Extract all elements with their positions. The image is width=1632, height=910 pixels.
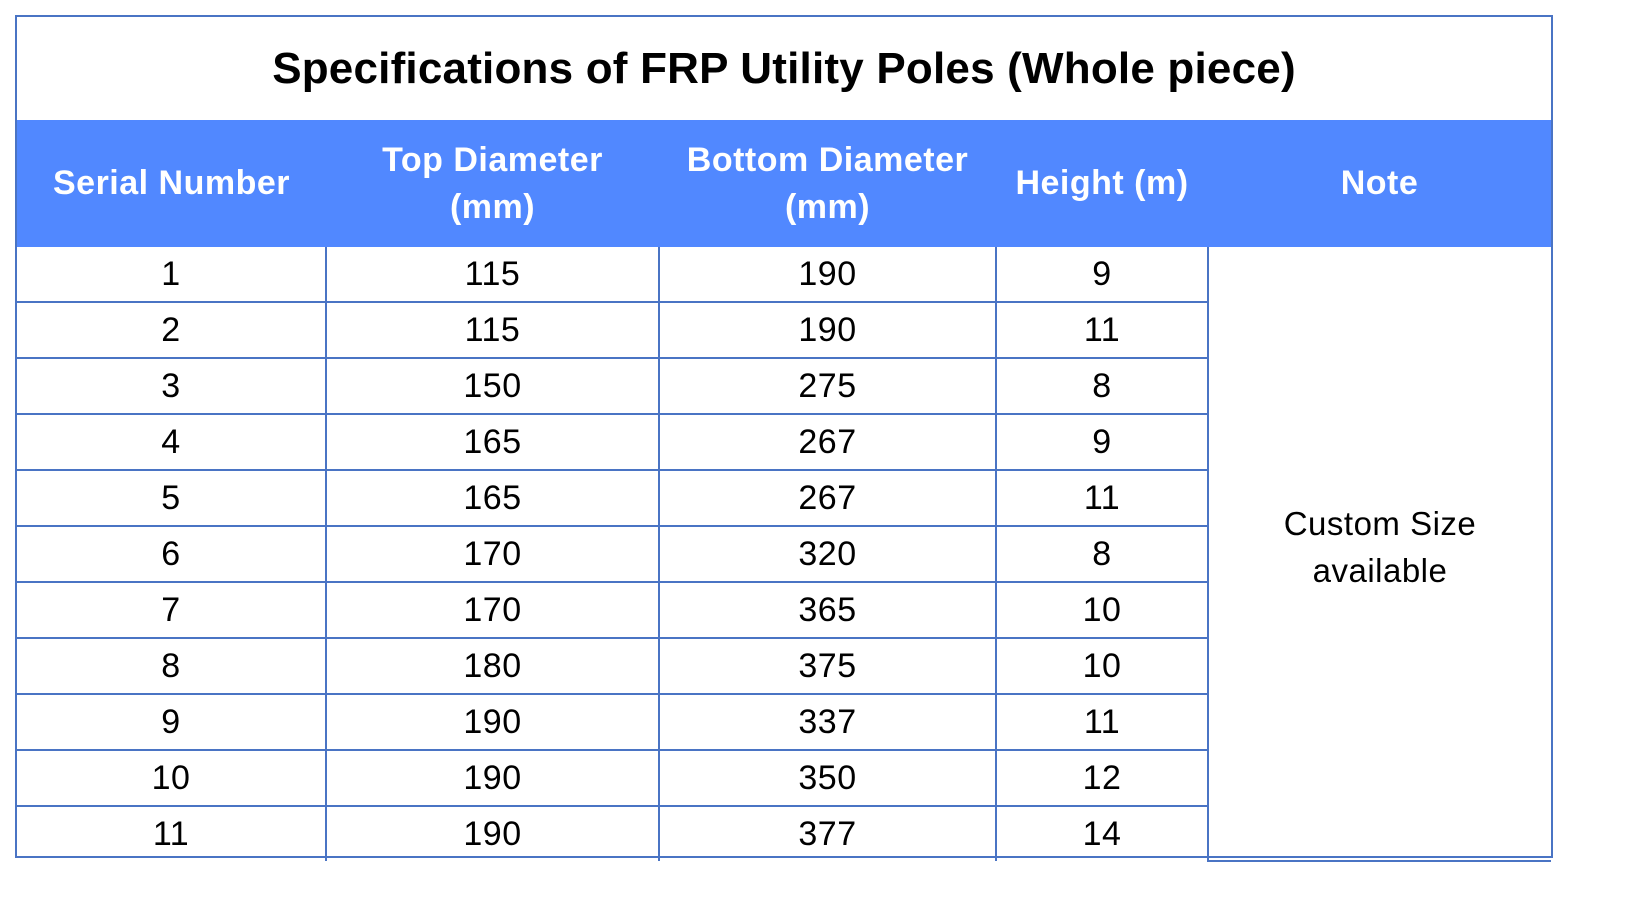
table-row: 1 115 190 9 Custom Size available [17,247,1551,862]
bottom-diameter-cell: 350 [658,749,997,807]
serial-number-cell: 11 [17,805,327,861]
height-cell: 10 [995,581,1208,639]
top-diameter-cell: 165 [325,413,660,471]
serial-number-cell: 4 [17,413,327,471]
bottom-diameter-cell: 377 [658,805,997,861]
note-line2: available [1312,551,1448,589]
height-cell: 8 [995,357,1208,415]
header-top-diameter: Top Diameter (mm) [326,120,659,247]
height-cell: 9 [995,247,1209,303]
height-cell: 11 [995,693,1208,751]
bottom-diameter-cell: 337 [658,693,997,751]
header-serial-label: Serial Number [52,164,291,202]
serial-number-cell: 1 [17,247,327,303]
top-diameter-cell: 115 [325,301,660,359]
table-row: 8 180 375 10 [17,637,1551,695]
header-note: Note [1208,120,1551,247]
bottom-diameter-cell: 365 [658,581,997,639]
table-row: 4 165 267 9 [17,413,1551,471]
bottom-diameter-cell: 190 [658,301,997,359]
table-row: 2 115 190 11 [17,301,1551,359]
spec-table-frame: Specifications of FRP Utility Poles (Who… [15,15,1553,862]
table-row: 3 150 275 8 [17,357,1551,415]
bottom-diameter-cell: 320 [658,525,997,583]
height-cell: 14 [995,805,1208,861]
bottom-diameter-cell: 267 [658,469,997,527]
header-bottom-diameter: Bottom Diameter (mm) [659,120,996,247]
header-top-line1: Top Diameter [382,140,603,179]
serial-number-cell: 5 [17,469,327,527]
table-row: 7 170 365 10 [17,581,1551,639]
table-row: 10 190 350 12 [17,749,1551,807]
top-diameter-cell: 165 [325,469,660,527]
bottom-diameter-cell: 275 [658,357,997,415]
height-cell: 10 [995,637,1208,695]
serial-number-cell: 2 [17,301,327,359]
top-diameter-cell: 115 [325,247,660,303]
serial-number-cell: 10 [17,749,327,807]
serial-number-cell: 8 [17,637,327,695]
top-diameter-cell: 150 [325,357,660,415]
header-serial-number: Serial Number [17,120,326,247]
top-diameter-cell: 170 [325,525,660,583]
height-cell: 8 [995,525,1208,583]
serial-number-cell: 9 [17,693,327,751]
serial-number-cell: 7 [17,581,327,639]
header-height: Height (m) [996,120,1208,247]
top-diameter-cell: 190 [325,693,660,751]
title-bar: Specifications of FRP Utility Poles (Who… [17,17,1551,120]
top-diameter-cell: 190 [325,805,660,861]
height-cell: 12 [995,749,1208,807]
height-cell: 11 [995,301,1208,359]
top-diameter-cell: 170 [325,581,660,639]
height-cell: 11 [995,469,1208,527]
header-height-label: Height (m) [1015,164,1189,202]
table-body: 1 115 190 9 Custom Size available 2 115 190 11 3 15… [17,247,1551,862]
height-cell: 9 [995,413,1208,471]
header-bottom-line2: (mm) [784,187,871,226]
table-row: 5 165 267 11 [17,469,1551,527]
header-row: Serial Number Top Diameter (mm) Bottom D… [17,120,1551,247]
top-diameter-cell: 190 [325,749,660,807]
header-note-label: Note [1340,164,1419,202]
header-bottom-line1: Bottom Diameter [686,140,969,179]
serial-number-cell: 3 [17,357,327,415]
table-row: 6 170 320 8 [17,525,1551,583]
bottom-diameter-cell: 267 [658,413,997,471]
top-diameter-cell: 180 [325,637,660,695]
serial-number-cell: 6 [17,525,327,583]
bottom-diameter-cell: 190 [658,247,997,303]
table-row: 11 190 377 14 [17,805,1551,861]
bottom-diameter-cell: 375 [658,637,997,695]
spec-table: Serial Number Top Diameter (mm) Bottom D… [17,120,1551,862]
table-row: 9 190 337 11 [17,693,1551,751]
note-line1: Custom Size [1283,504,1477,542]
table-title: Specifications of FRP Utility Poles (Who… [272,43,1296,93]
header-top-line2: (mm) [449,187,536,226]
note-cell: Custom Size available [1207,247,1551,862]
